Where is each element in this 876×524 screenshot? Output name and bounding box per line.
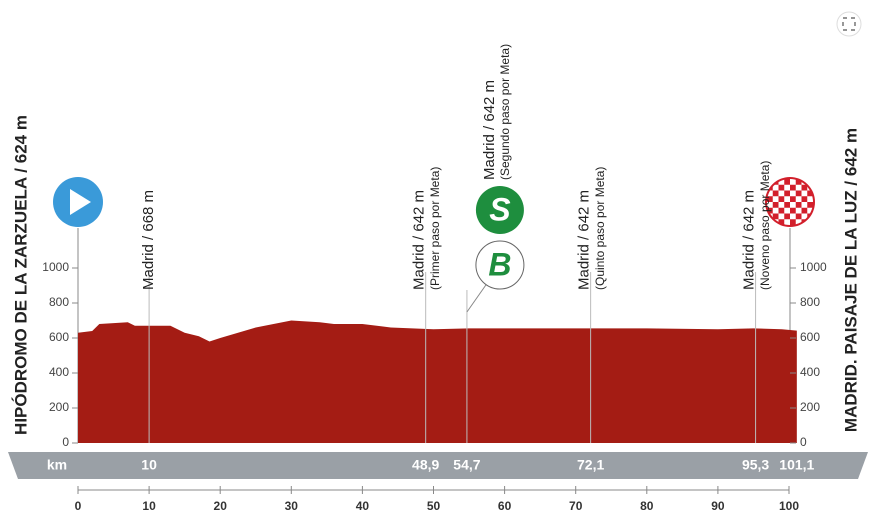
x-tick-label: 20 [214, 499, 228, 513]
waypoint-note: (Segundo paso por Meta) [498, 44, 512, 180]
check [767, 202, 773, 208]
waypoint-note: (Noveno paso por Meta) [758, 161, 772, 290]
badge-b [475, 240, 525, 290]
y-tick-label-right: 800 [800, 295, 820, 309]
check [772, 207, 779, 214]
x-tick-label: 30 [285, 499, 299, 513]
km-mark-label: 48,9 [412, 457, 439, 473]
x-tick-label: 100 [779, 499, 799, 513]
waypoint-name: Madrid / 642 m [411, 190, 428, 290]
x-tick-label: 90 [711, 499, 725, 513]
screenshot-icon[interactable] [836, 11, 862, 37]
km-mark-label: 10 [141, 457, 157, 473]
check [795, 184, 802, 191]
badge-s [475, 186, 524, 234]
check [790, 179, 796, 185]
check [784, 207, 790, 214]
check [795, 219, 802, 225]
finish-icon [765, 177, 815, 227]
start-icon [53, 177, 103, 227]
check [807, 207, 813, 214]
waypoint-name: Madrid / 642 m [741, 190, 758, 290]
check [784, 184, 790, 191]
y-tick-label: 0 [62, 435, 69, 449]
check [767, 190, 773, 197]
check [784, 196, 790, 202]
y-tick-label-right: 200 [800, 400, 820, 414]
x-tick-label: 80 [640, 499, 654, 513]
check [801, 190, 808, 197]
y-tick-label: 1000 [42, 260, 69, 274]
check [790, 213, 796, 220]
km-mark-label: 101,1 [779, 457, 814, 473]
x-tick-label: 10 [142, 499, 156, 513]
waypoint-note: (Primer paso por Meta) [428, 167, 442, 290]
check [772, 196, 779, 202]
y-tick-label: 400 [49, 365, 69, 379]
x-tick-label: 50 [427, 499, 441, 513]
waypoint-name: Madrid / 642 m [481, 80, 498, 180]
km-mark-label: 54,7 [453, 457, 480, 473]
y-tick-label-right: 1000 [800, 260, 827, 274]
y-tick-label: 200 [49, 400, 69, 414]
profile-area [78, 320, 797, 443]
check [778, 190, 785, 197]
y-tick-label-right: 600 [800, 330, 820, 344]
km-bar [8, 452, 868, 479]
check [778, 202, 785, 208]
x-tick-label: 60 [498, 499, 512, 513]
check [807, 219, 813, 225]
check [784, 219, 790, 225]
check [778, 179, 785, 185]
check [778, 213, 785, 220]
check [801, 213, 808, 220]
x-unit: km [47, 457, 67, 473]
waypoint-note: (Quinto paso por Meta) [593, 167, 607, 290]
km-mark-label: 95,3 [742, 457, 769, 473]
y-tick-label: 600 [49, 330, 69, 344]
check [807, 196, 813, 202]
x-tick-label: 40 [356, 499, 370, 513]
waypoint-name: Madrid / 642 m [576, 190, 593, 290]
x-tick-label: 0 [75, 499, 82, 513]
check [790, 190, 796, 197]
y-tick-label-right: 0 [800, 435, 807, 449]
y-tick-label-right: 400 [800, 365, 820, 379]
finish-label: MADRID. PAISAJE DE LA LUZ / 642 m [841, 128, 860, 432]
check [772, 184, 779, 191]
y-tick-label: 800 [49, 295, 69, 309]
check [795, 196, 802, 202]
start-label: HIPÓDROMO DE LA ZARZUELA / 624 m [11, 115, 30, 435]
km-mark-label: 72,1 [577, 457, 604, 473]
check [790, 202, 796, 208]
x-tick-label: 70 [569, 499, 583, 513]
badge-b-text: B [488, 246, 511, 282]
badge-s-text: S [489, 191, 511, 227]
waypoint-name: Madrid / 668 m [140, 190, 157, 290]
check [795, 207, 802, 214]
check [801, 202, 808, 208]
